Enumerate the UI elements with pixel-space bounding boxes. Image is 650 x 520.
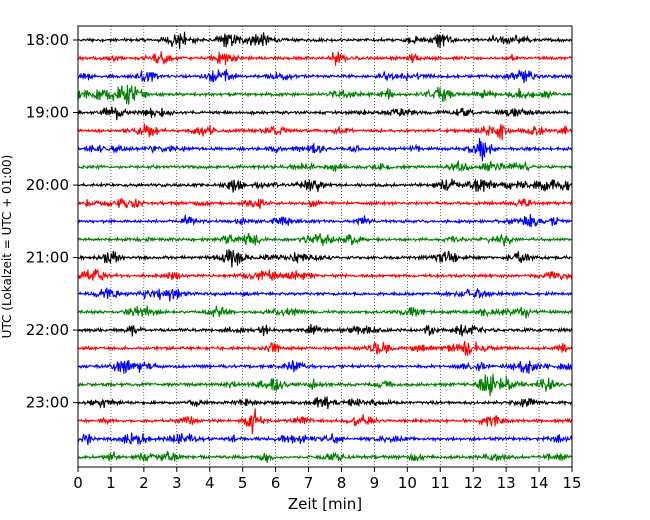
x-tick-label: 14 — [530, 474, 549, 492]
trace-2045 — [77, 232, 573, 247]
trace-1900 — [77, 106, 573, 121]
x-tick-label: 2 — [139, 474, 149, 492]
x-tick-label: 5 — [238, 474, 248, 492]
trace-2030 — [77, 213, 573, 228]
seismogram-traces — [77, 31, 573, 463]
x-tick-label: 11 — [431, 474, 450, 492]
trace-2100 — [77, 249, 573, 268]
plot-frame — [77, 25, 573, 468]
trace-1915 — [77, 123, 573, 141]
y-axis-ticks: 18:00 19:00 20:00 21:00 22:00 23:00 — [26, 31, 78, 412]
trace-1930 — [77, 137, 573, 162]
trace-2130 — [77, 287, 573, 302]
x-tick-label: 4 — [205, 474, 215, 492]
trace-2315 — [77, 408, 573, 435]
trace-1830 — [77, 68, 573, 83]
trace-2200 — [77, 324, 573, 337]
trace-2245 — [77, 373, 573, 397]
x-tick-label: 6 — [271, 474, 281, 492]
trace-1845 — [77, 84, 573, 105]
x-tick-label: 10 — [398, 474, 417, 492]
trace-1815 — [77, 51, 573, 66]
y-tick-label: 22:00 — [26, 321, 69, 339]
trace-2000 — [77, 178, 573, 193]
trace-2215 — [77, 340, 573, 356]
trace-2230 — [77, 359, 573, 374]
y-axis-label: UTC (Lokalzeit = UTC + 01:00) — [0, 155, 14, 339]
x-tick-label: 13 — [497, 474, 516, 492]
y-tick-label: 20:00 — [26, 176, 69, 194]
x-tick-label: 9 — [370, 474, 380, 492]
y-tick-label: 19:00 — [26, 104, 69, 122]
x-axis-label: Zeit [min] — [288, 495, 362, 513]
y-tick-label: 23:00 — [26, 394, 69, 412]
y-tick-label: 18:00 — [26, 31, 69, 49]
trace-2300 — [77, 395, 573, 410]
trace-1945 — [77, 159, 573, 173]
x-tick-label: 0 — [73, 474, 83, 492]
trace-2330 — [77, 432, 573, 446]
x-tick-label: 1 — [106, 474, 116, 492]
trace-1800 — [77, 31, 573, 49]
y-tick-label: 21:00 — [26, 249, 69, 267]
x-tick-label: 7 — [304, 474, 314, 492]
x-tick-label: 15 — [562, 474, 581, 492]
x-tick-label: 3 — [172, 474, 182, 492]
x-tick-label: 12 — [464, 474, 483, 492]
x-tick-label: 8 — [337, 474, 347, 492]
trace-2145 — [77, 305, 573, 319]
trace-2015 — [77, 197, 573, 211]
trace-2345 — [77, 450, 573, 463]
x-axis-ticks: 0 1 2 3 4 5 6 7 8 9 10 11 12 13 14 15 — [73, 467, 582, 492]
trace-2115 — [77, 268, 573, 281]
